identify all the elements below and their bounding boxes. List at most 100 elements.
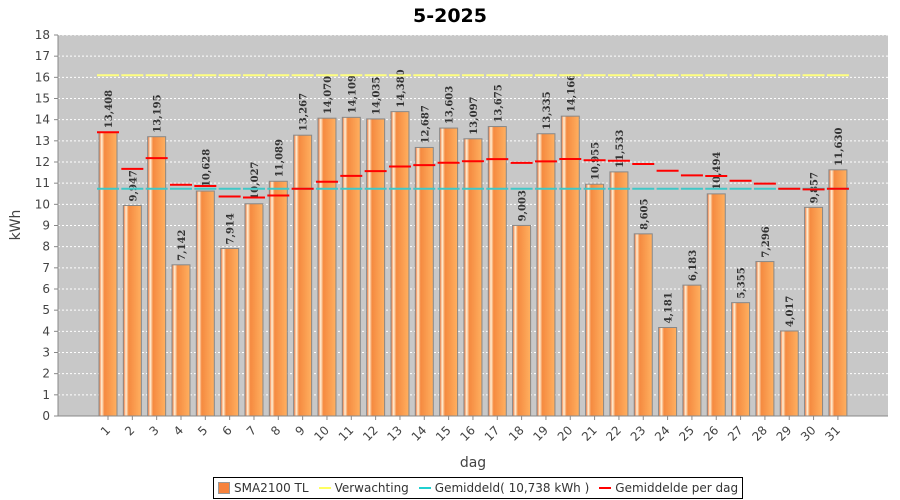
data-label: 7,914	[226, 213, 237, 244]
data-label: 11,630	[834, 128, 845, 166]
x-tick-label: 17	[482, 423, 503, 444]
x-tick-label: 23	[628, 423, 649, 444]
x-tick-label: 6	[219, 423, 234, 438]
y-tick-label: 6	[42, 282, 50, 296]
data-label: 13,408	[104, 90, 115, 128]
x-tick-label: 7	[244, 423, 259, 438]
x-tick-label: 4	[171, 423, 186, 438]
data-label: 9,857	[810, 172, 821, 203]
legend-label: Verwachting	[334, 481, 409, 495]
x-tick-label: 13	[384, 423, 405, 444]
legend-swatch	[218, 482, 230, 494]
bar	[366, 118, 386, 417]
bar	[268, 180, 288, 417]
y-tick-label: 0	[42, 409, 50, 423]
data-label: 14,380	[396, 69, 407, 107]
x-tick-label: 30	[798, 423, 819, 444]
y-tick-label: 8	[42, 240, 50, 254]
y-tick-label: 10	[35, 197, 50, 211]
x-tick-label: 18	[506, 423, 527, 444]
bar	[147, 136, 167, 417]
bar	[585, 183, 605, 417]
legend-label: SMA2100 TL	[234, 481, 309, 495]
data-label: 13,195	[153, 94, 164, 132]
data-label: 14,035	[372, 77, 383, 115]
x-tick-label: 20	[555, 423, 576, 444]
bar	[731, 302, 751, 417]
bar	[390, 111, 410, 417]
data-label: 13,335	[542, 91, 553, 129]
legend-swatch	[418, 487, 431, 489]
y-tick-label: 3	[42, 346, 50, 360]
bar	[682, 284, 702, 417]
legend-label: Gemiddelde per dag	[615, 481, 739, 495]
data-label: 10,628	[201, 149, 212, 187]
bar	[463, 138, 483, 417]
bar	[293, 134, 313, 417]
x-tick-label: 27	[725, 423, 746, 444]
y-tick-label: 14	[35, 113, 50, 127]
x-tick-label: 29	[774, 423, 795, 444]
legend-item-average: Gemiddeld( 10,738 kWh )	[418, 481, 590, 495]
y-tick-label: 2	[42, 367, 50, 381]
bar	[779, 330, 799, 417]
bar	[171, 264, 191, 417]
x-tick-label: 3	[146, 423, 161, 438]
bar	[560, 115, 580, 417]
y-tick-label: 11	[35, 176, 50, 190]
x-tick-label: 2	[122, 423, 137, 438]
x-tick-label: 10	[311, 423, 332, 444]
bar	[536, 133, 556, 417]
x-tick-label: 19	[530, 423, 551, 444]
data-label: 7,296	[761, 226, 772, 257]
data-label: 10,494	[712, 152, 723, 190]
x-tick-label: 26	[701, 423, 722, 444]
data-label: 7,142	[177, 229, 188, 260]
bar	[633, 233, 653, 417]
data-label: 13,603	[445, 86, 456, 124]
data-label: 13,675	[493, 84, 504, 122]
y-tick-label: 13	[35, 134, 50, 148]
x-tick-label: 9	[292, 423, 307, 438]
x-tick-label: 11	[336, 423, 357, 444]
y-axis-label: kWh	[8, 210, 24, 241]
y-tick-label: 12	[35, 155, 50, 169]
data-label: 10,027	[250, 161, 261, 199]
y-tick-label: 7	[42, 261, 50, 275]
x-tick-label: 24	[652, 423, 673, 444]
chart-title: 5-2025	[413, 5, 487, 27]
y-tick-label: 16	[35, 70, 50, 84]
x-tick-label: 22	[603, 423, 624, 444]
bar	[755, 261, 775, 417]
data-label: 14,166	[566, 74, 577, 112]
legend-item-production: SMA2100 TL	[218, 481, 309, 495]
y-tick-label: 18	[35, 28, 50, 42]
legend-item-daily-average: Gemiddelde per dag	[599, 481, 738, 495]
x-tick-label: 12	[360, 423, 381, 444]
y-tick-label: 5	[42, 303, 50, 317]
x-tick-label: 28	[749, 423, 770, 444]
x-tick-label: 21	[579, 423, 600, 444]
x-tick-label: 31	[822, 423, 843, 444]
bar	[317, 117, 337, 417]
bar	[828, 169, 848, 417]
data-label: 6,183	[688, 250, 699, 281]
x-tick-label: 1	[98, 423, 113, 438]
data-label: 9,947	[128, 170, 139, 201]
legend: SMA2100 TL Verwachting Gemiddeld( 10,738…	[213, 477, 744, 499]
x-tick-label: 15	[433, 423, 454, 444]
x-tick-label: 8	[268, 423, 283, 438]
x-tick-label: 16	[457, 423, 478, 444]
bar	[609, 171, 629, 417]
legend-item-expectation: Verwachting	[318, 481, 409, 495]
y-tick-label: 15	[35, 92, 50, 106]
data-label: 9,003	[518, 190, 529, 221]
data-label: 11,533	[615, 130, 626, 168]
x-tick-label: 14	[409, 423, 430, 444]
bar	[122, 204, 142, 417]
legend-label: Gemiddeld( 10,738 kWh )	[434, 481, 590, 495]
y-tick-label: 4	[42, 324, 50, 338]
bar	[220, 247, 240, 417]
y-tick-label: 17	[35, 49, 50, 63]
